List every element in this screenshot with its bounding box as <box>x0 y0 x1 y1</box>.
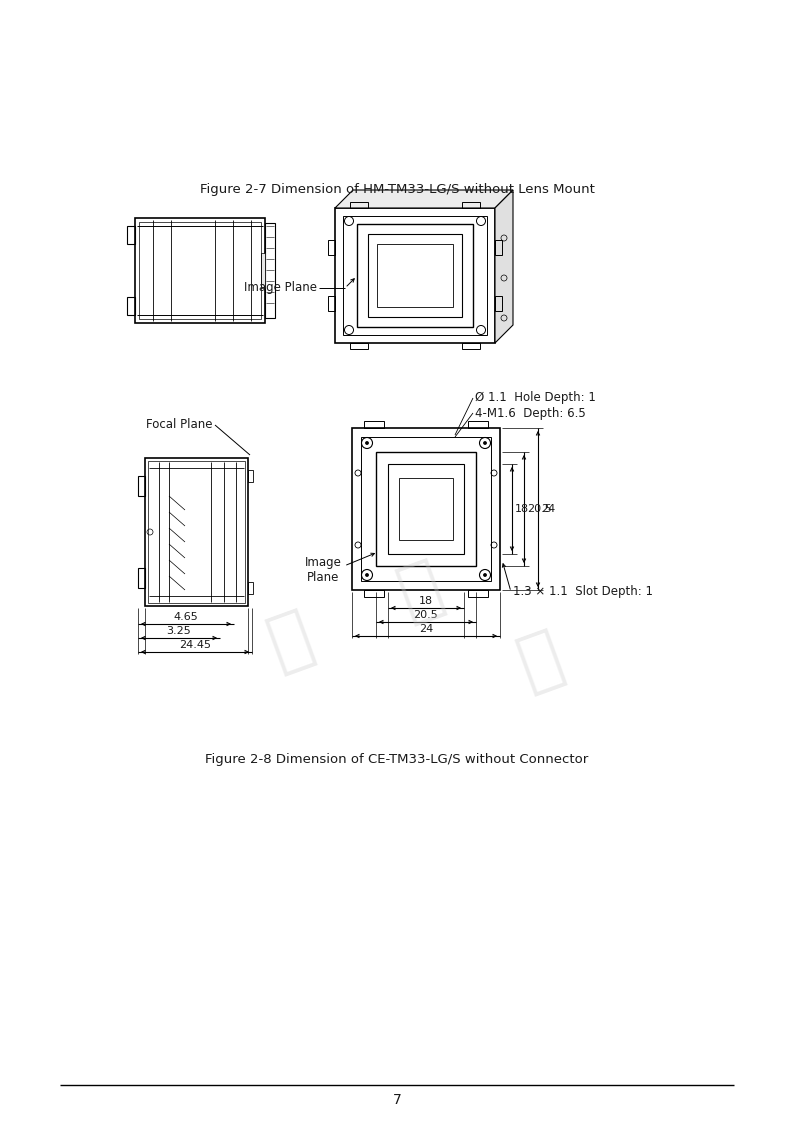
Bar <box>468 590 488 597</box>
Bar <box>364 590 384 597</box>
Circle shape <box>366 441 368 445</box>
Bar <box>138 568 145 588</box>
Bar <box>139 222 261 319</box>
Text: 品: 品 <box>509 621 571 699</box>
Text: 20.5: 20.5 <box>414 610 438 620</box>
Bar <box>364 421 384 428</box>
Bar <box>145 458 248 606</box>
Text: 18: 18 <box>515 504 529 514</box>
Bar <box>495 296 502 311</box>
Circle shape <box>484 574 486 576</box>
Circle shape <box>366 574 368 576</box>
Bar <box>376 451 476 566</box>
Bar <box>350 202 368 208</box>
Text: 卖: 卖 <box>389 551 451 629</box>
Bar <box>368 234 462 317</box>
Bar <box>127 226 135 244</box>
Bar <box>462 202 480 208</box>
Bar <box>328 296 335 311</box>
Bar <box>248 471 253 482</box>
Text: Image
Plane: Image Plane <box>305 556 342 584</box>
Bar <box>462 343 480 349</box>
Text: Figure 2-8 Dimension of CE-TM33-LG/S without Connector: Figure 2-8 Dimension of CE-TM33-LG/S wit… <box>206 754 588 767</box>
Bar <box>495 240 502 255</box>
Text: Focal Plane: Focal Plane <box>147 419 213 431</box>
Bar <box>135 218 265 323</box>
Bar <box>350 343 368 349</box>
Text: 非: 非 <box>259 602 321 678</box>
Text: Image Plane: Image Plane <box>244 282 317 294</box>
Bar <box>138 476 145 496</box>
Polygon shape <box>335 190 513 208</box>
Bar <box>352 428 500 590</box>
Text: Ø 1.1  Hole Depth: 1: Ø 1.1 Hole Depth: 1 <box>475 392 596 404</box>
Text: 3.25: 3.25 <box>167 626 191 636</box>
Bar <box>343 216 487 335</box>
Bar <box>377 244 453 307</box>
Polygon shape <box>495 190 513 343</box>
Circle shape <box>484 441 486 445</box>
Text: 24: 24 <box>419 624 433 634</box>
Bar <box>265 223 275 318</box>
Text: 7: 7 <box>392 1093 402 1107</box>
Bar <box>361 437 491 581</box>
Bar <box>388 464 464 554</box>
Bar <box>148 462 245 603</box>
Text: 24.45: 24.45 <box>179 640 211 650</box>
Text: 20.5: 20.5 <box>527 504 552 514</box>
Bar <box>127 296 135 314</box>
Bar <box>357 223 473 327</box>
Bar <box>335 208 495 343</box>
Text: 18: 18 <box>419 596 433 606</box>
Text: 1.3 × 1.1  Slot Depth: 1: 1.3 × 1.1 Slot Depth: 1 <box>513 585 653 599</box>
Bar <box>468 421 488 428</box>
Text: Figure 2-7 Dimension of HM-TM33-LG/S without Lens Mount: Figure 2-7 Dimension of HM-TM33-LG/S wit… <box>199 183 595 197</box>
Bar <box>261 253 265 287</box>
Text: 24: 24 <box>541 504 555 514</box>
Bar <box>399 478 453 540</box>
Text: 4-M1.6  Depth: 6.5: 4-M1.6 Depth: 6.5 <box>475 407 586 420</box>
Bar <box>328 240 335 255</box>
Bar <box>248 582 253 594</box>
Text: 4.65: 4.65 <box>174 612 198 622</box>
